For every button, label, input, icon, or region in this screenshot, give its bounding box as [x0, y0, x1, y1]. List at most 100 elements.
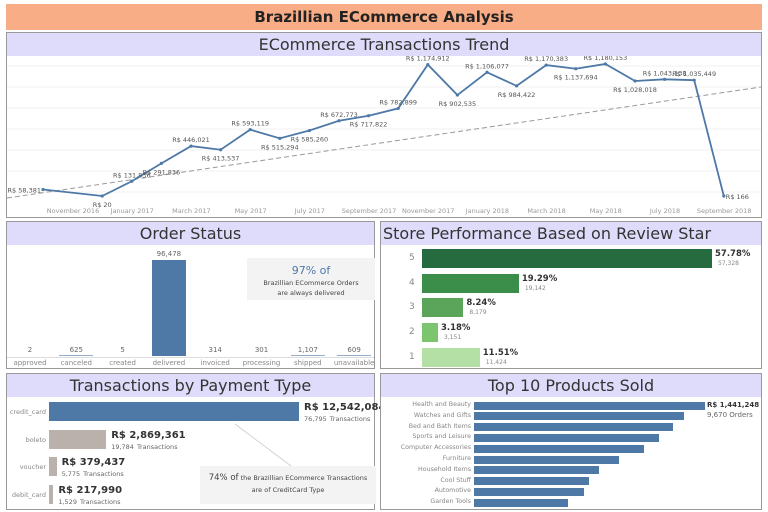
data-point: [455, 93, 459, 97]
star-count: 19,142: [524, 284, 546, 292]
product-label: Health and Beauty: [412, 401, 471, 408]
payment-type-label: boleto: [25, 435, 46, 444]
product-bar: [474, 401, 705, 410]
transaction-count: 76,795: [304, 415, 327, 423]
order-status-title: Order Status: [7, 222, 374, 245]
review-title: Store Performance Based on Review Star: [381, 222, 761, 245]
data-label: R$ 1,028,018: [613, 86, 657, 94]
star-count: 8,179: [469, 309, 487, 317]
data-point: [663, 77, 667, 81]
star-label: 3: [409, 302, 415, 313]
data-label: R$ 515,294: [261, 143, 299, 151]
payment-value: R$ 379,437: [61, 457, 126, 468]
x-tick-label: July 2017: [294, 207, 325, 215]
data-point: [633, 79, 637, 83]
star-count: 3,151: [443, 334, 462, 342]
data-point: [100, 194, 104, 198]
data-label: R$ 446,021: [172, 136, 210, 144]
status-bar: [59, 355, 94, 357]
status-value: 96,478: [156, 250, 182, 258]
product-label: Bed and Bath Items: [408, 422, 471, 430]
product-label: Garden Tools: [430, 498, 471, 506]
data-label: R$ 58,381: [8, 186, 41, 194]
status-category: canceled: [60, 359, 93, 367]
top-product-value: R$ 1,441,248: [707, 401, 760, 409]
x-tick-label: September 2018: [697, 207, 752, 215]
payment-panel: Transactions by Payment Type credit_card…: [6, 373, 385, 510]
x-tick-label: March 2017: [172, 207, 210, 215]
product-label: Automotive: [434, 487, 471, 495]
data-label: R$ 1,170,383: [524, 56, 568, 63]
data-label: R$ 902,535: [439, 100, 477, 108]
product-bar: [474, 423, 673, 432]
data-point: [337, 119, 341, 123]
creditcard-note-line2: are of CreditCard Type: [251, 486, 325, 494]
data-point: [515, 84, 519, 88]
trend-title: ECommerce Transactions Trend: [7, 33, 761, 56]
data-point: [189, 144, 193, 148]
transaction-count: 1,529: [58, 497, 77, 506]
product-bar: [474, 412, 684, 421]
data-point: [219, 148, 223, 152]
status-value: 609: [347, 346, 361, 354]
status-value: 5: [120, 346, 125, 354]
transactions-word: Transactions: [83, 470, 124, 478]
star-pct: 8.24%: [466, 298, 496, 309]
x-tick-label: May 2017: [235, 207, 267, 215]
delivered-pct: 97% of: [291, 264, 331, 277]
trend-line: [7, 86, 761, 199]
star-bar: [422, 298, 464, 318]
data-point: [574, 67, 578, 71]
status-category: created: [109, 359, 136, 367]
star-bar: [422, 323, 438, 343]
x-tick-label: November 2017: [402, 207, 454, 215]
product-bar: [474, 477, 590, 486]
x-tick-label: March 2018: [527, 207, 565, 215]
status-value: 1,107: [297, 346, 318, 354]
creditcard-pct: 74% of: [208, 473, 239, 483]
product-label: Watches and Gifts: [413, 411, 471, 419]
data-label: R$ 1,035,449: [672, 70, 716, 78]
product-bar: [474, 433, 659, 442]
transaction-count: 5,775: [61, 470, 81, 478]
payment-bar: [49, 457, 57, 476]
payment-type-label: voucher: [19, 463, 46, 471]
trend-chart: November 2016 January 2017 March 2017 May 2…: [7, 56, 761, 215]
product-label: Household Items: [418, 465, 471, 473]
star-bar: [422, 273, 519, 293]
status-category: processing: [242, 359, 281, 367]
payment-value: R$ 2,869,361: [111, 429, 186, 441]
transaction-count: 19,784: [111, 442, 134, 451]
data-point: [41, 187, 45, 192]
data-label: R$ 20: [93, 201, 112, 209]
status-category: approved: [13, 359, 47, 367]
status-category: delivered: [152, 359, 186, 367]
product-label: Cool Stuff: [440, 476, 471, 484]
data-label: R$ 131,836: [113, 171, 151, 179]
data-label: R$ 593,119: [231, 120, 269, 128]
x-tick-label: November 2016: [47, 207, 99, 215]
products-panel: Top 10 Products Sold Health and Beauty Wa…: [380, 373, 762, 510]
star-pct: 11.51%: [482, 347, 519, 358]
data-label: R$ 1,043,138: [643, 69, 687, 77]
trend-panel: ECommerce Transactions Trend November 20…: [6, 32, 762, 218]
star-count: 57,328: [718, 260, 739, 267]
data-point: [278, 136, 282, 140]
data-point: [544, 63, 548, 67]
delivered-note: 97% of Brazillian ECommerce Orders are a…: [247, 258, 375, 300]
payment-transactions: 76,795 Transactions: [304, 415, 370, 423]
product-bar: [474, 487, 584, 496]
product-label: Furniture: [442, 455, 471, 462]
delivered-line2: are always delivered: [277, 289, 345, 297]
product-label: Sports and Leisure: [412, 433, 471, 441]
star-label: 4: [409, 277, 415, 288]
payment-value: R$ 217,990: [58, 484, 123, 496]
status-category: invoiced: [200, 359, 230, 367]
status-value: 301: [254, 346, 269, 354]
payment-title: Transactions by Payment Type: [7, 374, 374, 397]
data-label: R$ 413,537: [202, 155, 240, 163]
status-value: 314: [208, 346, 222, 354]
star-bar: [422, 347, 480, 367]
payment-value: R$ 12,542,084: [304, 402, 386, 413]
product-bar: [474, 444, 645, 453]
